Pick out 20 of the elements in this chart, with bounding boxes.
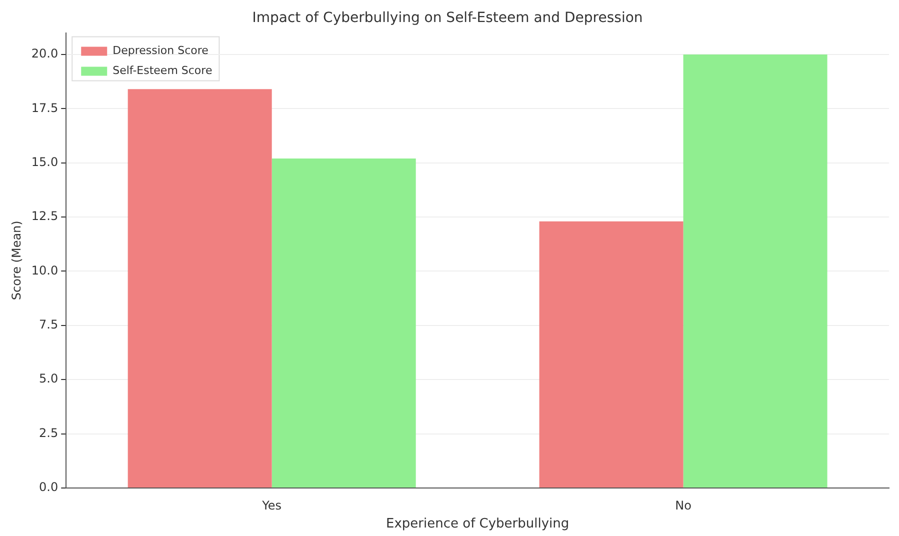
y-tick-label: 7.5 (39, 318, 58, 332)
y-tick-label: 15.0 (31, 154, 58, 169)
bar (539, 221, 684, 488)
y-tick-label: 2.5 (39, 426, 58, 440)
y-tick-label: 10.0 (31, 263, 58, 278)
y-tick-label: 17.5 (31, 100, 58, 115)
y-axis-title: Score (Mean) (9, 220, 24, 300)
y-tick-label: 12.5 (31, 209, 58, 224)
x-axis-title: Experience of Cyberbullying (386, 516, 570, 532)
legend-label: Depression Score (112, 44, 209, 58)
x-tick-label: No (675, 498, 692, 512)
x-tick-label: Yes (261, 498, 282, 512)
bar (683, 54, 828, 488)
y-tick-label: 20.0 (31, 46, 58, 61)
bar (128, 89, 272, 488)
y-tick-label: 5.0 (39, 372, 58, 386)
bar (272, 158, 416, 488)
legend-label: Self-Esteem Score (112, 64, 212, 78)
y-tick-label: 0.0 (39, 480, 58, 494)
chart-title: Impact of Cyberbullying on Self-Esteem and Depression (252, 10, 643, 26)
